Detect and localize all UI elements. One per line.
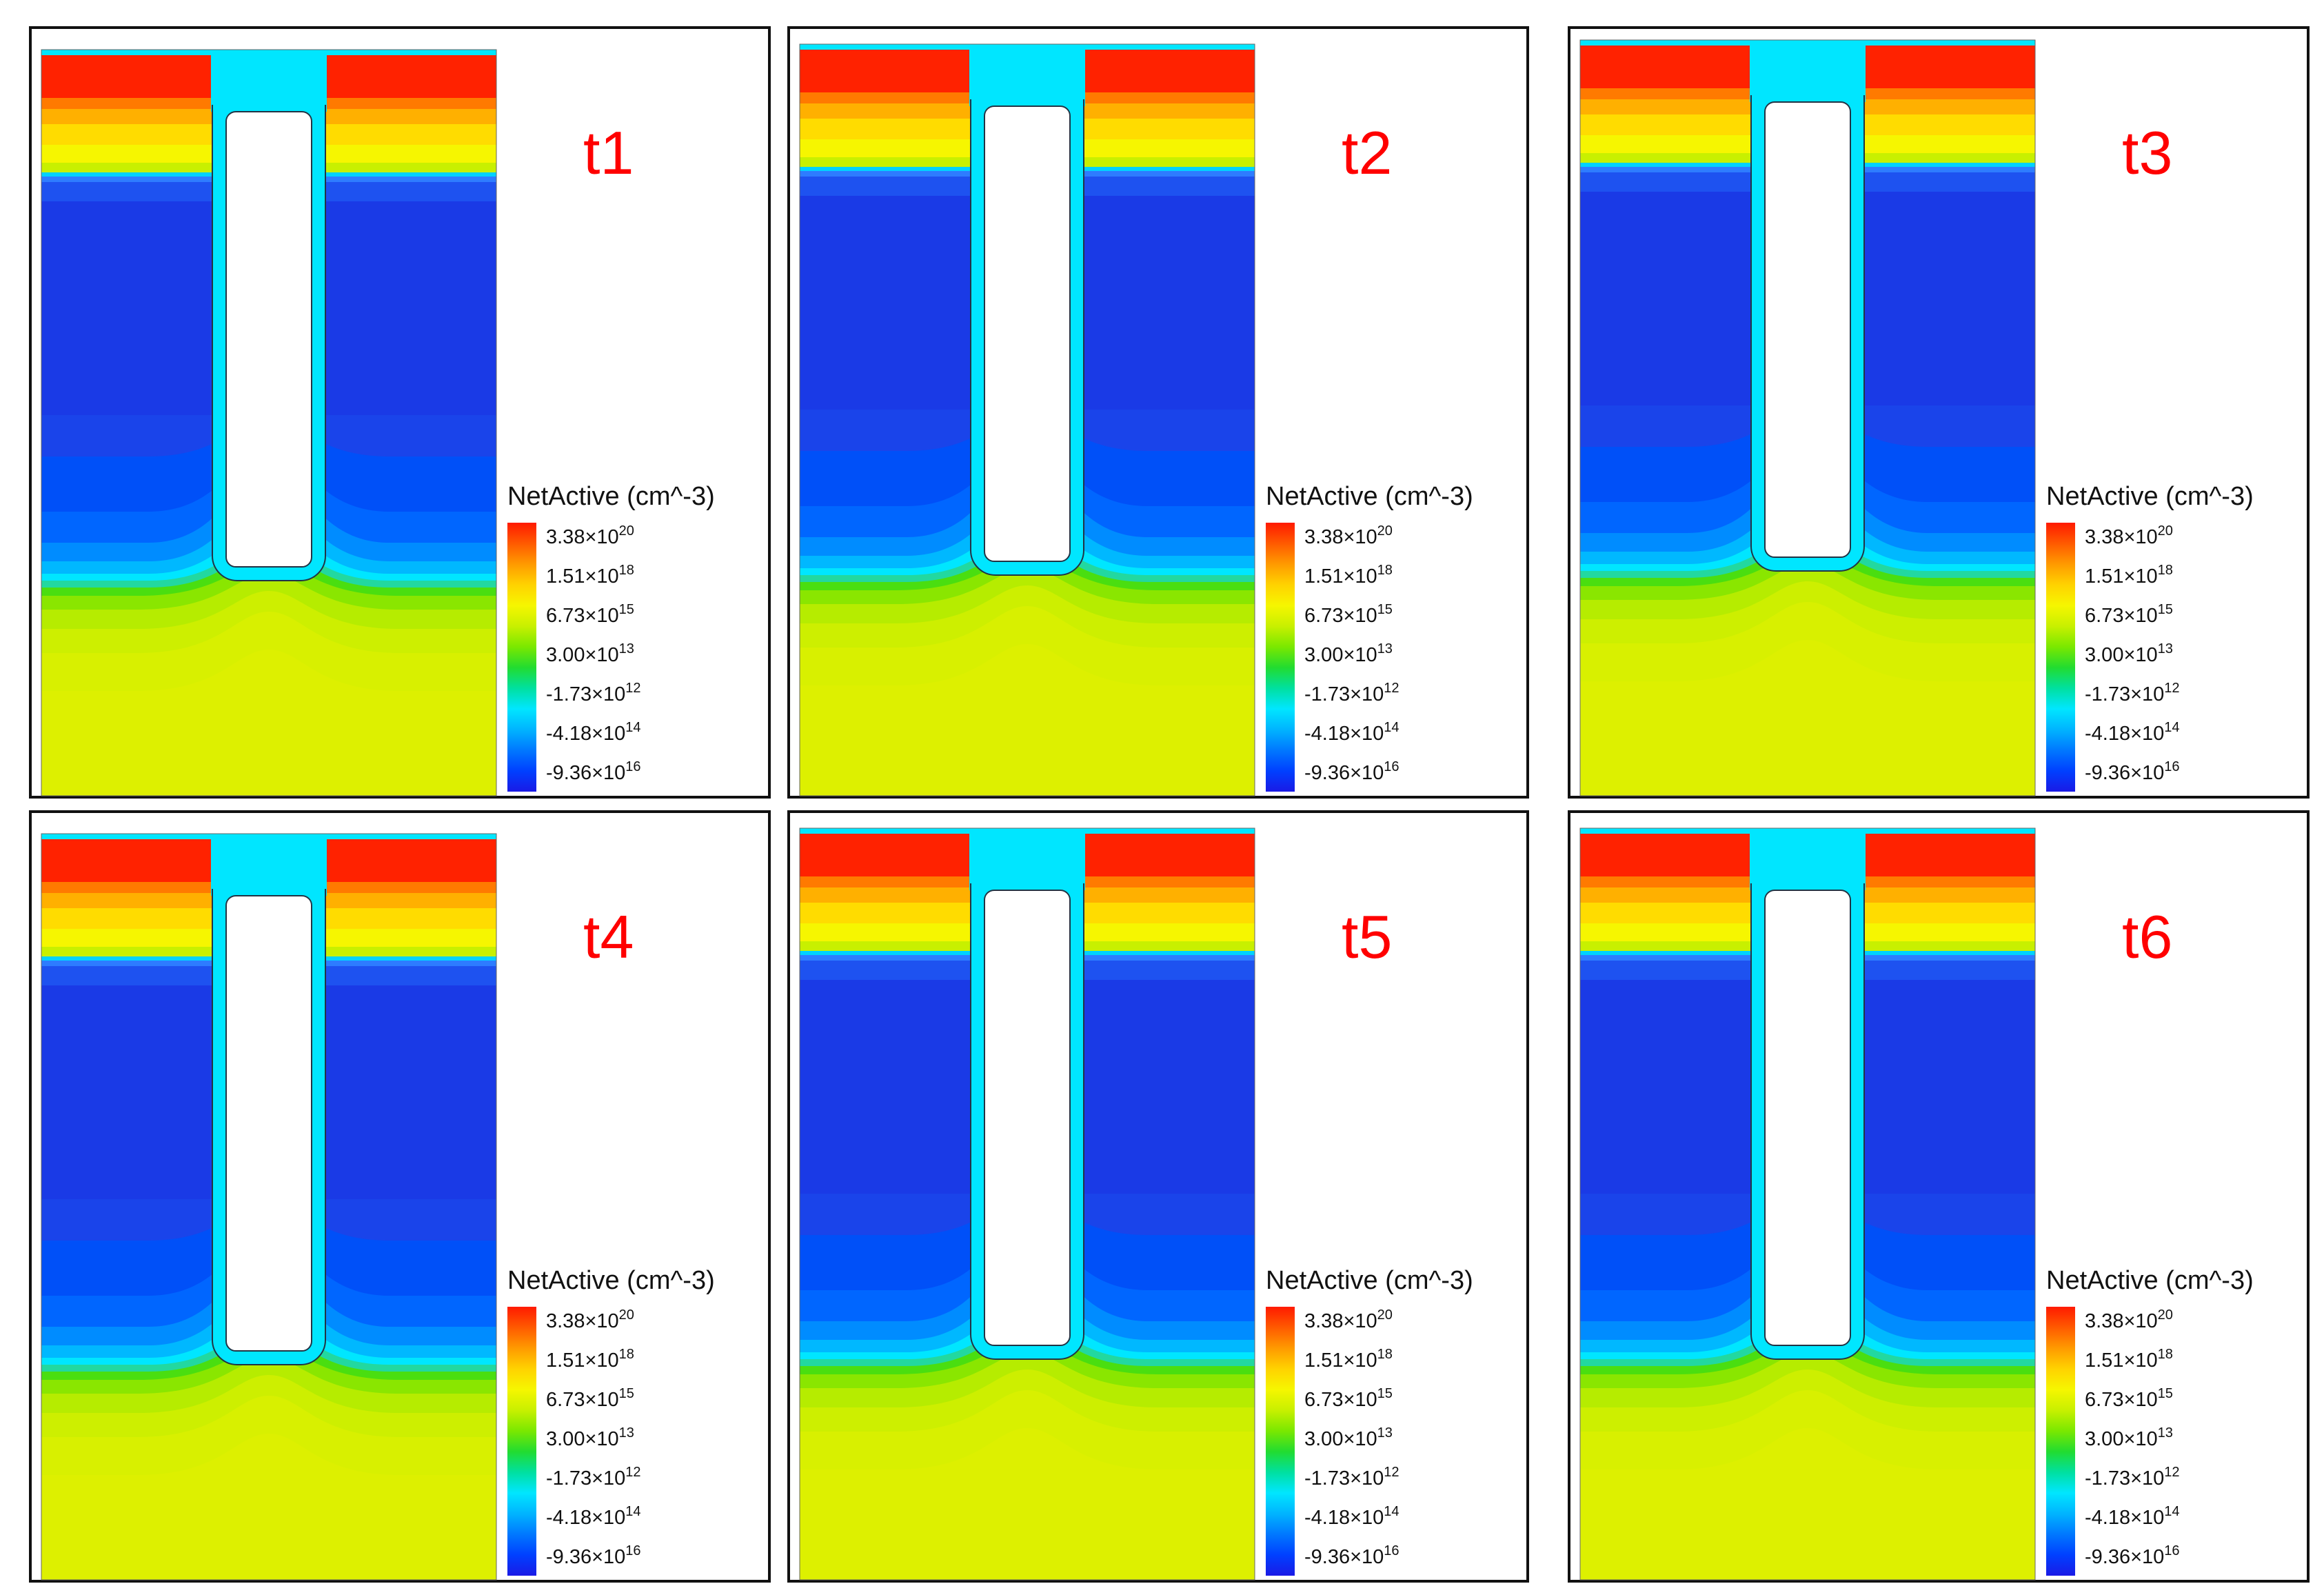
colorbar-tick-label: 1.51×1018: [2085, 1347, 2173, 1372]
colorbar-tick-label: 1.51×1018: [2085, 563, 2173, 588]
legend-title: NetActive (cm^-3): [1266, 482, 1473, 511]
doping-profile-plot: t6 NetActive (cm^-3) 3.38×1020 1.51×1018 6.7…: [1579, 827, 2254, 1581]
simulation-panel-t2: t2 NetActive (cm^-3) 3.38×1020 1.51×1018 6.7…: [787, 26, 1529, 799]
colorbar-tick-label: -9.36×1016: [546, 1543, 641, 1568]
colorbar-tick-label: -4.18×1014: [2085, 1504, 2180, 1529]
colorbar-tick-label: 6.73×1015: [1304, 1386, 1393, 1411]
colorbar-tick-label: 3.38×1020: [2085, 1307, 2173, 1332]
simulation-panel-t5: t5 NetActive (cm^-3) 3.38×1020 1.51×1018 6.7…: [787, 810, 1529, 1583]
device-cross-section: [41, 50, 496, 796]
colorbar: [2046, 1307, 2075, 1576]
time-step-label: t6: [2122, 903, 2172, 971]
colorbar-tick-label: 1.51×1018: [546, 563, 634, 588]
device-cross-section: [800, 828, 1255, 1580]
device-cross-section: [1580, 40, 2035, 796]
colorbar-tick-label: -9.36×1016: [1304, 1543, 1400, 1568]
colorbar: [507, 1307, 536, 1576]
time-step-label: t5: [1342, 903, 1392, 971]
colorbar: [507, 523, 536, 792]
colorbar-tick-label: -4.18×1014: [546, 1504, 641, 1529]
colorbar-tick-label: 1.51×1018: [546, 1347, 634, 1372]
colorbar: [1266, 1307, 1295, 1576]
colorbar: [2046, 523, 2075, 792]
device-cross-section: [800, 44, 1255, 796]
doping-profile-plot: t4 NetActive (cm^-3) 3.38×1020 1.51×1018 6.7…: [41, 833, 715, 1581]
simulation-panel-t3: t3 NetActive (cm^-3) 3.38×1020 1.51×1018 6.7…: [1568, 26, 2310, 799]
colorbar-tick-label: -4.18×1014: [1304, 720, 1400, 745]
simulation-panel-t6: t6 NetActive (cm^-3) 3.38×1020 1.51×1018 6.7…: [1568, 810, 2310, 1583]
colorbar-tick-label: -9.36×1016: [1304, 759, 1400, 784]
colorbar-tick-label: 6.73×1015: [1304, 602, 1393, 627]
colorbar-tick-label: 6.73×1015: [546, 602, 634, 627]
device-cross-section: [1580, 828, 2035, 1580]
legend-title: NetActive (cm^-3): [507, 1266, 715, 1295]
colorbar-tick-label: 3.00×1013: [546, 641, 634, 666]
doping-profile-plot: t1 NetActive (cm^-3) 3.38×1020 1.51×1018 6.7…: [41, 49, 715, 796]
colorbar-tick-label: -9.36×1016: [2085, 759, 2180, 784]
colorbar-tick-label: 3.00×1013: [1304, 641, 1393, 666]
colorbar-tick-label: 3.00×1013: [546, 1425, 634, 1450]
colorbar-tick-label: 3.38×1020: [1304, 1307, 1393, 1332]
device-cross-section: [41, 834, 496, 1580]
legend-title: NetActive (cm^-3): [507, 482, 715, 511]
colorbar-tick-label: -1.73×1012: [546, 1465, 641, 1489]
doping-profile-plot: t5 NetActive (cm^-3) 3.38×1020 1.51×1018 6.7…: [799, 827, 1473, 1581]
colorbar-tick-label: 3.00×1013: [2085, 641, 2173, 666]
time-step-label: t1: [583, 119, 634, 187]
colorbar-tick-label: 6.73×1015: [546, 1386, 634, 1411]
colorbar-tick-label: -1.73×1012: [1304, 1465, 1400, 1489]
colorbar-tick-label: -1.73×1012: [2085, 681, 2180, 705]
colorbar-tick-label: -1.73×1012: [1304, 681, 1400, 705]
time-step-label: t4: [583, 903, 634, 971]
colorbar-tick-label: -4.18×1014: [2085, 720, 2180, 745]
doping-profile-plot: t3 NetActive (cm^-3) 3.38×1020 1.51×1018 6.7…: [1579, 39, 2254, 796]
colorbar-tick-label: -9.36×1016: [546, 759, 641, 784]
time-step-label: t2: [1342, 119, 1392, 187]
colorbar: [1266, 523, 1295, 792]
time-step-label: t3: [2122, 119, 2172, 187]
colorbar-tick-label: 3.00×1013: [2085, 1425, 2173, 1450]
colorbar-tick-label: 1.51×1018: [1304, 1347, 1393, 1372]
colorbar-tick-label: -9.36×1016: [2085, 1543, 2180, 1568]
legend-title: NetActive (cm^-3): [2046, 482, 2254, 511]
colorbar-tick-label: 1.51×1018: [1304, 563, 1393, 588]
simulation-panel-t1: t1 NetActive (cm^-3) 3.38×1020 1.51×1018 6.7…: [29, 26, 771, 799]
colorbar-tick-label: 3.38×1020: [546, 523, 634, 548]
colorbar-tick-label: 3.38×1020: [546, 1307, 634, 1332]
doping-profile-plot: t2 NetActive (cm^-3) 3.38×1020 1.51×1018 6.7…: [799, 43, 1473, 796]
legend-title: NetActive (cm^-3): [1266, 1266, 1473, 1295]
colorbar-tick-label: 3.38×1020: [2085, 523, 2173, 548]
colorbar-tick-label: 6.73×1015: [2085, 1386, 2173, 1411]
colorbar-tick-label: -1.73×1012: [2085, 1465, 2180, 1489]
colorbar-tick-label: 6.73×1015: [2085, 602, 2173, 627]
colorbar-tick-label: -4.18×1014: [1304, 1504, 1400, 1529]
simulation-panel-t4: t4 NetActive (cm^-3) 3.38×1020 1.51×1018 6.7…: [29, 810, 771, 1583]
colorbar-tick-label: 3.38×1020: [1304, 523, 1393, 548]
colorbar-tick-label: -1.73×1012: [546, 681, 641, 705]
colorbar-tick-label: 3.00×1013: [1304, 1425, 1393, 1450]
colorbar-tick-label: -4.18×1014: [546, 720, 641, 745]
legend-title: NetActive (cm^-3): [2046, 1266, 2254, 1295]
